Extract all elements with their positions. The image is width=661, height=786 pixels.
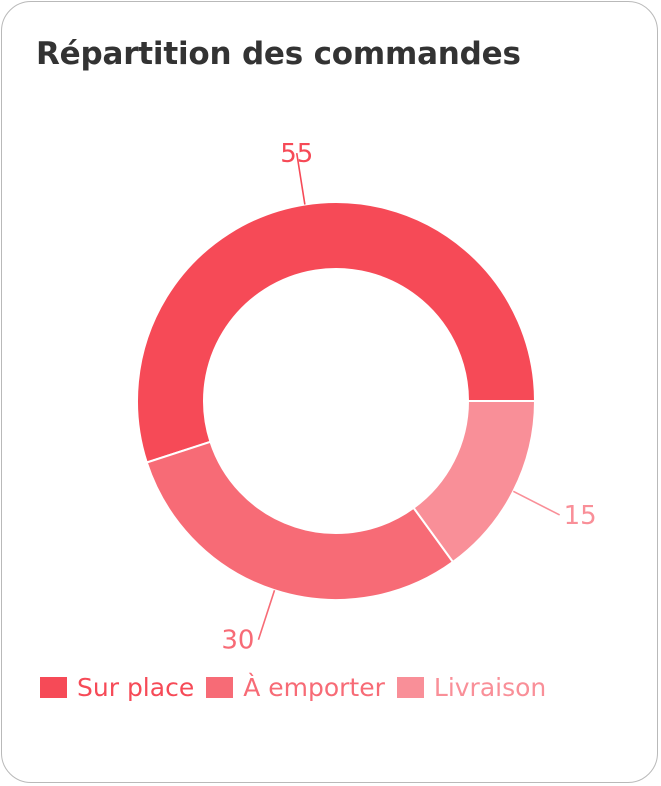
data-label-leader-0 xyxy=(295,152,306,205)
data-label-2: 15 xyxy=(564,501,597,531)
chart-legend: Sur place À emporter Livraison xyxy=(40,673,558,702)
legend-item-2[interactable]: Livraison xyxy=(396,673,547,702)
legend-label-0: Sur place xyxy=(77,673,195,702)
donut-slice-0[interactable] xyxy=(136,201,537,464)
legend-label-2: Livraison xyxy=(433,673,547,702)
chart-title: Répartition des commandes xyxy=(36,36,521,72)
data-label-leader-1 xyxy=(257,590,276,640)
data-label-0: 55 xyxy=(280,139,313,169)
legend-swatch-1 xyxy=(206,677,234,698)
donut-slice-1[interactable] xyxy=(145,440,455,601)
donut-slice-2[interactable] xyxy=(412,400,537,564)
legend-swatch-2 xyxy=(396,677,424,698)
legend-swatch-0 xyxy=(40,677,67,698)
data-label-leader-2 xyxy=(512,490,561,516)
data-label-1: 30 xyxy=(221,626,254,656)
legend-item-0[interactable]: Sur place xyxy=(40,673,194,702)
legend-label-1: À emporter xyxy=(243,673,385,702)
legend-item-1[interactable]: À emporter xyxy=(206,673,385,702)
